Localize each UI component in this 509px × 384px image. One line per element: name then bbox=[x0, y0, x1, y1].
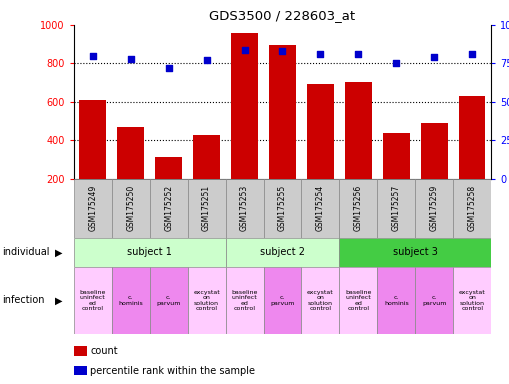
Bar bbox=[150, 179, 188, 238]
Text: GSM175258: GSM175258 bbox=[468, 185, 477, 232]
Text: c.
hominis: c. hominis bbox=[119, 295, 143, 306]
Text: baseline
uninfect
ed
control: baseline uninfect ed control bbox=[345, 290, 372, 311]
Bar bbox=[264, 267, 301, 334]
Text: individual: individual bbox=[3, 247, 50, 258]
Bar bbox=[415, 267, 453, 334]
Bar bbox=[264, 179, 301, 238]
Bar bbox=[340, 267, 377, 334]
Text: GSM175252: GSM175252 bbox=[164, 185, 173, 232]
Bar bbox=[307, 84, 334, 179]
Bar bbox=[74, 238, 225, 267]
Text: GSM175251: GSM175251 bbox=[202, 185, 211, 232]
Bar bbox=[188, 267, 225, 334]
Text: GSM175259: GSM175259 bbox=[430, 185, 439, 232]
Text: GSM175257: GSM175257 bbox=[392, 185, 401, 232]
Point bbox=[127, 56, 135, 62]
Bar bbox=[340, 238, 491, 267]
Title: GDS3500 / 228603_at: GDS3500 / 228603_at bbox=[209, 9, 356, 22]
Point bbox=[468, 51, 476, 57]
Text: baseline
uninfect
ed
control: baseline uninfect ed control bbox=[79, 290, 106, 311]
Bar bbox=[383, 134, 410, 179]
Text: c.
parvum: c. parvum bbox=[156, 295, 181, 306]
Text: excystat
on
solution
control: excystat on solution control bbox=[307, 290, 334, 311]
Text: percentile rank within the sample: percentile rank within the sample bbox=[90, 366, 255, 376]
Bar bbox=[231, 33, 258, 179]
Bar bbox=[415, 179, 453, 238]
Bar bbox=[112, 179, 150, 238]
Bar bbox=[74, 267, 112, 334]
Text: GSM175255: GSM175255 bbox=[278, 185, 287, 232]
Text: excystat
on
solution
control: excystat on solution control bbox=[193, 290, 220, 311]
Bar bbox=[188, 179, 225, 238]
Point bbox=[164, 65, 173, 71]
Bar bbox=[301, 179, 340, 238]
Point bbox=[392, 60, 401, 66]
Text: GSM175249: GSM175249 bbox=[88, 185, 97, 232]
Point bbox=[317, 51, 325, 57]
Bar bbox=[118, 127, 144, 179]
Bar bbox=[377, 179, 415, 238]
Text: c.
parvum: c. parvum bbox=[422, 295, 446, 306]
Bar bbox=[225, 179, 264, 238]
Text: count: count bbox=[90, 346, 118, 356]
Bar bbox=[459, 96, 486, 179]
Text: ▶: ▶ bbox=[55, 295, 62, 306]
Text: excystat
on
solution
control: excystat on solution control bbox=[459, 290, 486, 311]
Bar bbox=[155, 157, 182, 179]
Bar bbox=[340, 179, 377, 238]
Text: GSM175256: GSM175256 bbox=[354, 185, 363, 232]
Bar bbox=[453, 179, 491, 238]
Text: baseline
uninfect
ed
control: baseline uninfect ed control bbox=[232, 290, 258, 311]
Text: GSM175254: GSM175254 bbox=[316, 185, 325, 232]
Bar bbox=[421, 123, 447, 179]
Bar bbox=[301, 267, 340, 334]
Text: c.
parvum: c. parvum bbox=[270, 295, 295, 306]
Bar bbox=[193, 136, 220, 179]
Bar bbox=[225, 267, 264, 334]
Bar bbox=[112, 267, 150, 334]
Bar bbox=[377, 267, 415, 334]
Bar bbox=[74, 179, 112, 238]
Point bbox=[278, 48, 287, 54]
Text: c.
hominis: c. hominis bbox=[384, 295, 409, 306]
Bar bbox=[345, 82, 372, 179]
Text: GSM175253: GSM175253 bbox=[240, 185, 249, 232]
Text: infection: infection bbox=[3, 295, 45, 306]
Text: GSM175250: GSM175250 bbox=[126, 185, 135, 232]
Point bbox=[240, 46, 248, 53]
Bar bbox=[79, 100, 106, 179]
Text: subject 3: subject 3 bbox=[393, 247, 438, 258]
Text: ▶: ▶ bbox=[55, 247, 62, 258]
Bar bbox=[453, 267, 491, 334]
Bar bbox=[225, 238, 340, 267]
Point bbox=[430, 54, 438, 60]
Point bbox=[354, 51, 362, 57]
Bar bbox=[269, 45, 296, 179]
Text: subject 1: subject 1 bbox=[127, 247, 172, 258]
Point bbox=[203, 57, 211, 63]
Point bbox=[89, 53, 97, 59]
Bar bbox=[150, 267, 188, 334]
Text: subject 2: subject 2 bbox=[260, 247, 305, 258]
